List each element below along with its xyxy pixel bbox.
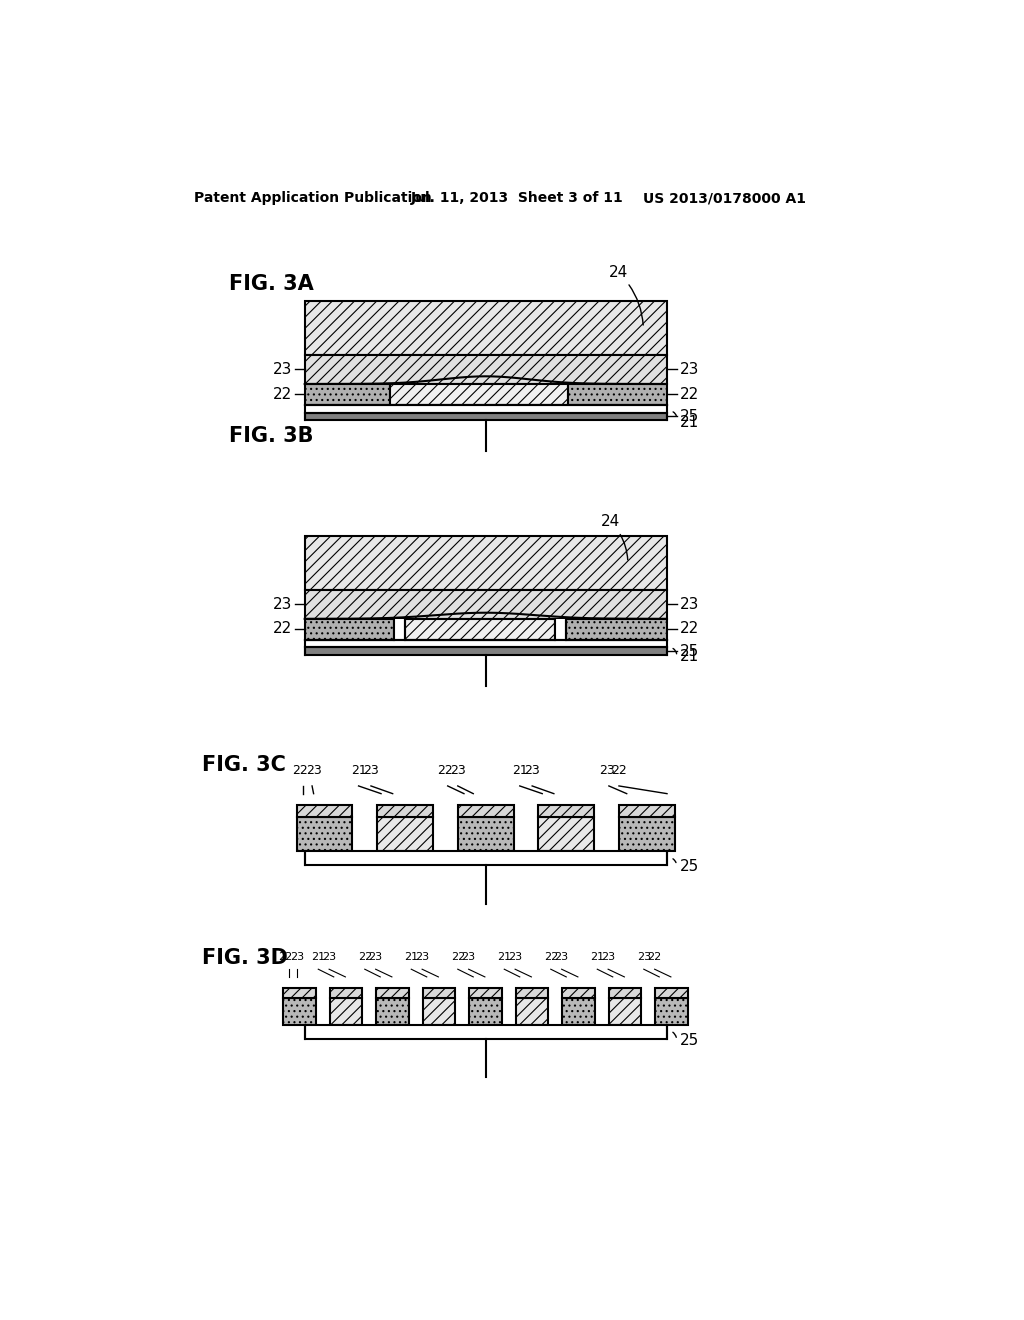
Bar <box>458 817 514 851</box>
Bar <box>562 989 595 998</box>
Text: 23: 23 <box>415 952 429 961</box>
Bar <box>539 805 594 817</box>
Bar <box>305 536 667 590</box>
Text: 22: 22 <box>273 387 292 401</box>
Bar <box>562 998 595 1024</box>
Bar <box>284 989 316 998</box>
Text: 22: 22 <box>647 952 662 961</box>
Bar <box>516 989 549 998</box>
Text: 22: 22 <box>273 622 292 636</box>
Text: 22: 22 <box>279 952 293 961</box>
Text: 23: 23 <box>680 597 699 611</box>
Text: 22: 22 <box>544 952 558 961</box>
Text: FIG. 3D: FIG. 3D <box>202 948 288 968</box>
Bar <box>284 998 316 1024</box>
Bar <box>566 619 667 640</box>
Bar <box>377 998 409 1024</box>
Bar <box>330 998 362 1024</box>
Text: 25: 25 <box>680 644 699 659</box>
Bar <box>305 301 667 355</box>
Text: 23: 23 <box>599 764 614 776</box>
Bar <box>305 412 667 420</box>
Bar <box>423 998 456 1024</box>
Text: 24: 24 <box>608 265 643 325</box>
Bar <box>423 989 456 998</box>
Bar <box>305 384 390 405</box>
Text: 22: 22 <box>451 952 465 961</box>
Bar <box>609 989 641 998</box>
Text: 23: 23 <box>637 952 651 961</box>
Bar <box>305 590 667 619</box>
Bar <box>469 989 502 998</box>
Bar <box>555 619 566 640</box>
Text: 21: 21 <box>512 764 527 776</box>
Bar <box>516 998 549 1024</box>
Text: 22: 22 <box>292 764 307 776</box>
Text: 22: 22 <box>680 622 699 636</box>
Text: 23: 23 <box>462 952 476 961</box>
Bar <box>377 805 433 817</box>
Text: 24: 24 <box>601 515 628 560</box>
Bar <box>377 989 409 998</box>
Text: 23: 23 <box>450 764 466 776</box>
Bar <box>305 355 667 384</box>
Bar <box>377 817 433 851</box>
Text: 22: 22 <box>357 952 372 961</box>
Text: 25: 25 <box>680 1032 699 1048</box>
Bar <box>297 805 352 817</box>
Text: 21: 21 <box>311 952 326 961</box>
Text: 22: 22 <box>680 387 699 401</box>
Text: 21: 21 <box>590 952 604 961</box>
Text: 23: 23 <box>290 952 304 961</box>
Bar <box>609 998 641 1024</box>
Text: 21: 21 <box>680 414 699 430</box>
Text: 22: 22 <box>611 764 627 776</box>
Bar <box>305 1024 667 1039</box>
Text: FIG. 3B: FIG. 3B <box>228 425 313 446</box>
Bar <box>390 384 568 405</box>
Bar <box>655 989 688 998</box>
Bar <box>404 619 555 640</box>
Text: 23: 23 <box>369 952 383 961</box>
Text: Patent Application Publication: Patent Application Publication <box>194 191 432 206</box>
Text: 21: 21 <box>680 649 699 664</box>
Text: 23: 23 <box>601 952 615 961</box>
Bar <box>297 817 352 851</box>
Bar <box>394 619 404 640</box>
Text: 23: 23 <box>555 952 568 961</box>
Text: 23: 23 <box>306 764 322 776</box>
Text: 22: 22 <box>437 764 454 776</box>
Text: 21: 21 <box>404 952 419 961</box>
Bar <box>618 817 675 851</box>
Text: US 2013/0178000 A1: US 2013/0178000 A1 <box>643 191 806 206</box>
Text: FIG. 3A: FIG. 3A <box>228 275 313 294</box>
Bar <box>458 805 514 817</box>
Bar <box>469 998 502 1024</box>
Bar <box>618 805 675 817</box>
Bar <box>305 619 394 640</box>
Bar <box>305 405 667 412</box>
Bar <box>655 998 688 1024</box>
Text: 23: 23 <box>508 952 522 961</box>
Text: Jul. 11, 2013  Sheet 3 of 11: Jul. 11, 2013 Sheet 3 of 11 <box>411 191 624 206</box>
Bar <box>305 647 667 655</box>
Text: 21: 21 <box>498 952 511 961</box>
Bar <box>539 817 594 851</box>
Text: 23: 23 <box>680 362 699 378</box>
Text: 23: 23 <box>323 952 336 961</box>
Text: 23: 23 <box>524 764 540 776</box>
Text: 23: 23 <box>273 362 292 378</box>
Text: 23: 23 <box>364 764 379 776</box>
Bar <box>305 851 667 866</box>
Bar <box>330 989 362 998</box>
Bar <box>568 384 667 405</box>
Text: 25: 25 <box>680 409 699 424</box>
Text: 23: 23 <box>273 597 292 611</box>
Text: FIG. 3C: FIG. 3C <box>202 755 286 775</box>
Text: 25: 25 <box>680 858 699 874</box>
Text: 21: 21 <box>350 764 367 776</box>
